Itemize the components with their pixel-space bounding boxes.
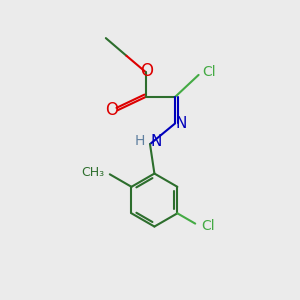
Text: O: O (105, 101, 118, 119)
Text: O: O (140, 62, 153, 80)
Text: N: N (151, 134, 162, 149)
Text: Cl: Cl (202, 219, 215, 233)
Text: Cl: Cl (202, 65, 216, 79)
Text: CH₃: CH₃ (81, 166, 104, 179)
Text: H: H (134, 134, 145, 148)
Text: N: N (176, 116, 187, 131)
